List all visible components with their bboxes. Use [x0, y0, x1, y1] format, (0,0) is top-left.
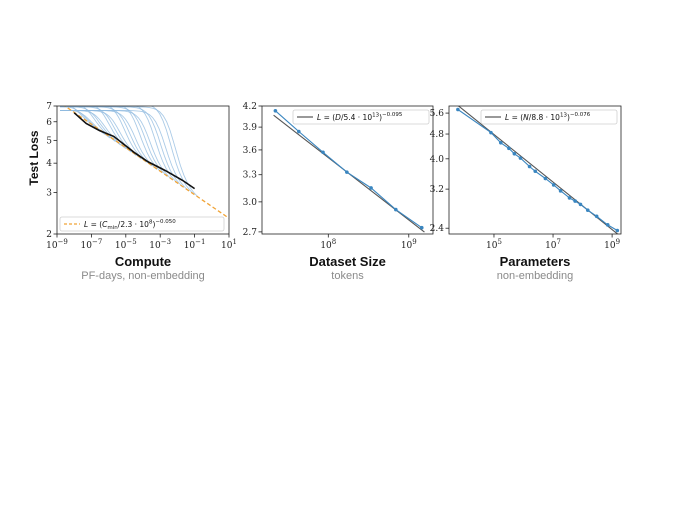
- data-line: [275, 110, 423, 229]
- learning-curve: [60, 106, 198, 197]
- x-tick-label: 108: [320, 238, 336, 251]
- data-point: [498, 141, 503, 145]
- y-axis-label: Test Loss: [27, 130, 41, 185]
- learning-curve: [150, 106, 194, 194]
- y-tick-label: 3.9: [243, 123, 258, 133]
- legend-box: [59, 216, 225, 232]
- legend-box: [480, 109, 618, 125]
- data-point: [578, 202, 583, 207]
- legend: L = (N/8.8 · 1013)−0.076: [480, 109, 618, 125]
- learning-curve: [60, 106, 152, 167]
- y-tick-label: 5.6: [430, 109, 445, 119]
- y-tick-label: 3.0: [243, 198, 258, 208]
- y-tick-label: 4: [46, 159, 52, 169]
- data-point: [419, 225, 424, 230]
- x-tick-label: 10−1: [184, 238, 206, 251]
- x-axis-sublabel: non-embedding: [497, 270, 573, 282]
- data-point: [321, 150, 325, 155]
- compute-panel: 10−9 10−7 10−5 10−3 10−1 101 2 3 4 5 6 7 ComputePF-d…: [46, 102, 237, 282]
- legend: L = (D/5.4 · 1013)−0.095: [292, 109, 430, 125]
- fit-line: [63, 106, 229, 219]
- data-point: [369, 186, 373, 190]
- data-point: [507, 146, 511, 151]
- axes-frame: [56, 105, 230, 235]
- compute-frontier: [73, 112, 196, 190]
- learning-curve: [60, 110, 158, 170]
- y-tick-label: 2.7: [243, 228, 258, 238]
- x-tick-label: 107: [545, 238, 561, 251]
- data-point: [594, 214, 599, 219]
- plot-area: [273, 108, 425, 233]
- data-point: [615, 228, 620, 233]
- data-point: [573, 199, 577, 203]
- x-axis-label: Compute: [115, 254, 171, 269]
- y-tick-label: 2.4: [430, 224, 445, 234]
- legend-label: L = (N/8.8 · 1013)−0.076: [505, 112, 591, 122]
- y-tick-label: 3.6: [243, 146, 258, 156]
- data-point: [533, 169, 538, 174]
- data-point: [518, 156, 523, 160]
- plot-area: [456, 106, 620, 234]
- plot-area: [59, 106, 229, 219]
- learning-curve: [121, 106, 163, 174]
- y-tick-label: 4.0: [430, 155, 445, 165]
- learning-curve: [60, 110, 189, 191]
- x-tick-label: 109: [604, 238, 620, 251]
- data-point: [394, 207, 398, 212]
- data-point: [489, 130, 493, 135]
- y-tick-label: 6: [46, 118, 52, 128]
- data-point: [585, 208, 590, 213]
- y-tick-label: 4.2: [243, 102, 257, 112]
- learning-curve: [60, 110, 142, 160]
- y-tick-label: 5: [46, 136, 52, 146]
- data-point: [273, 108, 278, 113]
- data-point: [558, 189, 563, 193]
- y-tick-label: 3.3: [243, 171, 258, 181]
- x-axis-sublabel: tokens: [331, 270, 364, 282]
- learning-curve: [69, 106, 100, 132]
- x-axis-label: Dataset Size: [309, 254, 386, 269]
- x-tick-label: 10−3: [149, 238, 171, 251]
- x-tick-label: 105: [486, 238, 502, 251]
- data-point: [543, 176, 548, 181]
- learning-curve: [60, 109, 111, 139]
- y-tick-label: 2: [46, 230, 52, 240]
- data-point: [345, 170, 349, 174]
- parameters-panel: 105 107 109 2.4 3.2 4.0 4.8 5.6 Parametersnon-em…: [430, 105, 622, 282]
- data-point: [605, 223, 610, 227]
- x-tick-label: 10−7: [81, 238, 103, 251]
- data-point: [456, 107, 460, 112]
- legend-box: [292, 109, 430, 125]
- x-tick-label: 10−9: [46, 238, 68, 251]
- y-tick-label: 4.8: [430, 130, 445, 140]
- data-point: [551, 183, 556, 187]
- data-point: [512, 152, 517, 156]
- y-tick-label: 3.2: [430, 185, 444, 195]
- data-point: [567, 196, 572, 200]
- axes-frame: [261, 105, 434, 235]
- y-tick-label: 3: [46, 189, 52, 199]
- legend-label: L = (Cmin/2.3 · 108)−0.050: [84, 219, 176, 231]
- learning-curve: [107, 106, 147, 163]
- data-point: [527, 164, 532, 169]
- x-tick-label: 10−5: [115, 238, 137, 251]
- learning-curve: [135, 106, 178, 184]
- data-point: [297, 129, 301, 134]
- axes-frame: [448, 105, 622, 235]
- x-tick-label: 101: [221, 238, 237, 251]
- y-tick-label: 7: [46, 102, 52, 112]
- x-axis-sublabel: PF-days, non-embedding: [81, 270, 205, 282]
- x-axis-label: Parameters: [500, 254, 571, 269]
- legend-label: L = (D/5.4 · 1013)−0.095: [317, 112, 403, 122]
- dataset-size-panel: 108 109 2.7 3.0 3.3 3.6 3.9 4.2 Dataset Sizetoke…: [243, 102, 434, 282]
- legend: L = (Cmin/2.3 · 108)−0.050: [59, 216, 225, 232]
- x-tick-label: 109: [401, 238, 417, 251]
- learning-curve: [60, 110, 127, 149]
